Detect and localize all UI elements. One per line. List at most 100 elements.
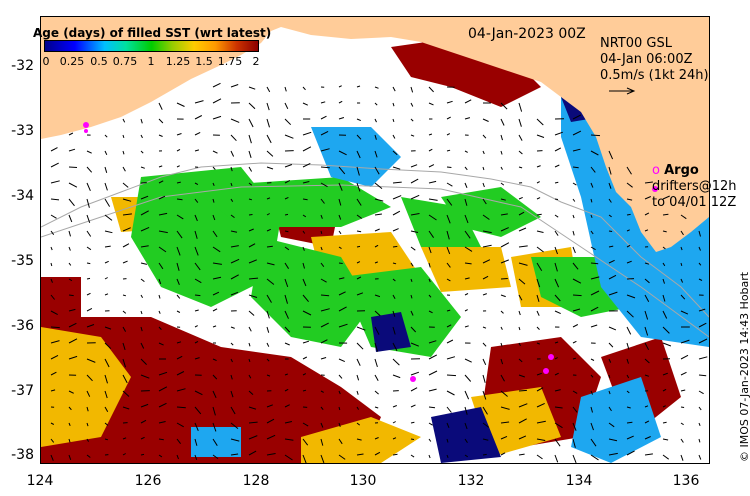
current-vector	[374, 451, 381, 456]
current-vector	[428, 340, 437, 344]
current-vector	[194, 390, 203, 396]
current-vector	[194, 100, 204, 104]
current-vector	[536, 262, 543, 271]
scale-arrow-icon	[609, 87, 636, 95]
sst-map[interactable]	[41, 17, 709, 463]
y-tick-label: -37	[11, 383, 34, 399]
current-vector	[122, 310, 127, 314]
current-vector	[176, 422, 184, 428]
current-vector	[68, 338, 78, 344]
current-vector	[446, 438, 449, 443]
current-vector	[356, 230, 362, 233]
current-vector	[518, 294, 523, 301]
current-vector	[284, 388, 289, 392]
current-vector	[428, 354, 438, 360]
current-vector	[662, 278, 665, 284]
current-vector	[212, 276, 222, 280]
current-vector	[590, 214, 593, 218]
current-vector	[122, 150, 125, 155]
current-vector	[572, 182, 577, 186]
current-vector	[554, 214, 559, 218]
current-vector	[698, 338, 708, 344]
current-vector	[122, 227, 131, 232]
current-vector	[572, 357, 577, 360]
current-vector	[464, 182, 468, 188]
current-vector	[590, 290, 600, 296]
current-vector	[212, 150, 218, 154]
current-vector	[698, 262, 702, 266]
current-vector	[320, 246, 323, 251]
current-vector	[122, 243, 130, 248]
current-vector	[230, 453, 239, 456]
current-vector	[590, 166, 596, 173]
current-vector	[356, 198, 362, 206]
current-vector	[212, 358, 217, 362]
current-vector	[590, 198, 593, 203]
current-vector	[266, 342, 270, 347]
current-vector	[590, 182, 594, 188]
current-vector	[158, 165, 163, 168]
current-vector	[374, 358, 378, 368]
current-vector	[680, 339, 690, 344]
current-vector	[608, 182, 612, 189]
legend-title: Age (days) of filled SST (wrt latest)	[33, 26, 272, 40]
current-vector	[104, 150, 108, 156]
current-vector	[86, 438, 90, 442]
current-vector	[302, 438, 309, 446]
current-vector	[500, 421, 510, 424]
current-vector	[518, 342, 521, 347]
current-vector	[248, 310, 255, 316]
current-vector	[50, 278, 53, 283]
current-vector	[554, 310, 561, 315]
current-vector	[302, 131, 312, 136]
current-vector	[158, 386, 168, 392]
current-vector	[356, 374, 360, 381]
current-vector	[410, 86, 414, 93]
current-vector	[140, 278, 145, 282]
current-vector	[284, 438, 294, 441]
current-vector	[248, 166, 253, 172]
current-vector	[500, 166, 503, 170]
current-vector	[410, 404, 416, 408]
current-vector	[626, 435, 634, 440]
current-vector	[428, 278, 431, 283]
current-vector	[446, 100, 453, 104]
current-vector	[212, 406, 216, 416]
current-vector	[140, 150, 144, 154]
current-vector	[464, 422, 468, 430]
current-vector	[284, 118, 292, 126]
current-vector	[338, 85, 342, 88]
current-vector	[320, 148, 330, 152]
current-vector	[500, 358, 504, 365]
map-frame[interactable]	[40, 16, 710, 464]
current-vector	[158, 371, 168, 376]
current-vector	[554, 147, 562, 152]
current-vector	[248, 259, 257, 264]
current-vector	[302, 356, 308, 360]
current-vector	[536, 387, 544, 392]
current-vector	[482, 342, 487, 347]
current-vector	[320, 322, 329, 328]
current-vector	[194, 115, 203, 120]
current-vector	[536, 246, 544, 253]
current-vector	[536, 310, 540, 316]
current-vector	[194, 406, 202, 415]
current-vector	[248, 390, 254, 395]
current-vector	[608, 166, 612, 175]
current-vector	[284, 230, 289, 233]
current-vector	[284, 102, 289, 110]
current-vector	[86, 422, 89, 427]
current-vector	[518, 227, 527, 232]
current-vector	[266, 197, 271, 200]
current-vector	[644, 229, 649, 232]
current-vector	[392, 453, 398, 456]
argo-drifter-tracks[interactable]	[83, 122, 658, 382]
current-vector	[248, 450, 257, 456]
current-vector	[572, 198, 576, 202]
current-vector	[428, 164, 435, 168]
current-vector	[230, 422, 239, 429]
current-vector	[626, 294, 636, 299]
current-vector	[338, 117, 345, 120]
current-vector	[680, 354, 689, 360]
current-vector	[248, 294, 258, 298]
